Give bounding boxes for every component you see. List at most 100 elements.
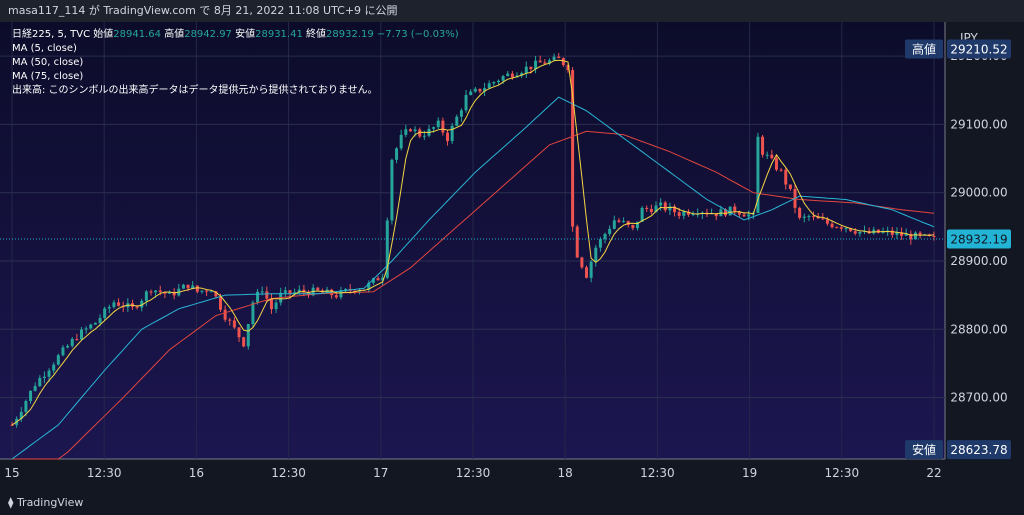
candle-body [140,300,144,308]
candle-body [608,228,612,234]
close-label: 終値 [306,29,327,40]
candle-body [19,411,23,419]
candle-body [260,291,264,293]
candle-body [900,232,904,236]
candle-body [552,56,556,61]
candle-body [344,289,348,291]
tradingview-logo[interactable]: ⧫ TradingView [8,496,83,509]
candle-body [640,207,644,222]
candle-body [821,218,825,220]
last-price-tag: 28932.19 [947,229,1011,249]
candle-body [66,345,70,348]
candle-body [79,329,83,340]
ma50-legend[interactable]: MA (50, close) [12,57,84,68]
candle-body [765,154,769,156]
change-value: −7.73 (−0.03%) [376,29,459,40]
candle-body [520,73,524,76]
candle-body [487,83,491,89]
candle-body [381,277,385,281]
symbol-legend[interactable]: 日経225, 5, TVC 始値28941.64 高値28942.97 安値28… [12,28,459,41]
symbol-name: 日経225, 5, TVC [12,29,91,40]
candle-body [839,227,843,229]
candle-body [812,216,816,218]
candle-body [61,347,65,356]
candle-body [835,227,839,229]
candle-body [737,212,741,215]
candle-body [163,292,167,294]
candle-body [24,401,28,412]
publish-info: masa117_114 が TradingView.com で 8月 21, 2… [8,4,398,17]
candle-body [895,232,899,235]
candle-body [844,228,848,230]
title-bar: masa117_114 が TradingView.com で 8月 21, 2… [0,0,1024,22]
candle-body [904,233,908,236]
high-tag-name-bg [905,39,943,59]
candle-body [580,257,584,268]
horizontal-gridlines [0,55,945,399]
time-tick-label: 12:30 [456,466,491,480]
candle-body [237,327,241,338]
low-tag-value-bg [947,440,1011,460]
ma75-legend[interactable]: MA (75, close) [12,71,84,82]
time-tick-label: 17 [373,466,388,480]
candle-body [316,287,320,291]
candle-body [524,66,528,74]
candle-body [390,159,394,221]
candle-body [598,239,602,248]
candle-body [455,116,459,126]
ma5-legend[interactable]: MA (5, close) [12,43,77,54]
candle-body [705,212,709,214]
candle-body [529,66,533,70]
candle-body [441,120,445,133]
candle-body [357,290,361,292]
candle-body [566,65,570,71]
candle-body [98,318,102,323]
candle-body [117,302,121,306]
candle-body [909,233,913,240]
last-price-tag-bg [947,229,1011,249]
time-tick-label: 22 [926,466,941,480]
candle-body [659,202,663,206]
candle-body [635,221,639,229]
candle-body [56,355,60,365]
candle-body [594,247,598,262]
ma75-line [12,130,935,460]
candle-body [446,132,450,142]
candle-body [858,231,862,234]
candle-body [547,60,551,64]
candle-body [42,376,46,378]
candle-body [246,324,250,347]
candle-body [784,169,788,185]
candle-body [714,213,718,217]
candle-body [251,302,255,325]
candle-body [89,324,93,329]
candle-body [283,290,287,293]
tradingview-logo-text: TradingView [16,496,84,509]
candle-body [376,278,380,281]
candle-body [334,295,338,298]
candle-body [107,307,111,309]
candle-body [589,261,593,278]
candle-body [913,232,917,240]
candle-body [33,386,37,391]
candle-body [38,377,42,387]
time-axis-background [0,459,1024,488]
candle-body [399,134,403,149]
candle-body [158,290,162,293]
candle-body [144,291,148,301]
high-label: 高値 [164,29,185,40]
candle-body [585,267,589,278]
time-tick-label: 18 [558,466,573,480]
high-value: 28942.97 [184,29,232,40]
time-tick-label: 12:30 [87,466,122,480]
candle-body [501,76,505,81]
candle-body [770,154,774,159]
candle-body [464,95,468,111]
candle-body [631,224,635,229]
close-value: 28932.19 [326,29,374,40]
candle-body [506,73,510,77]
candle-body [561,58,565,66]
price-chart[interactable]: 28700.00 28800.00 28900.00 29000.00 29100.00… [0,22,1024,488]
candle-body [205,290,209,292]
time-tick-label: 12:30 [640,466,675,480]
